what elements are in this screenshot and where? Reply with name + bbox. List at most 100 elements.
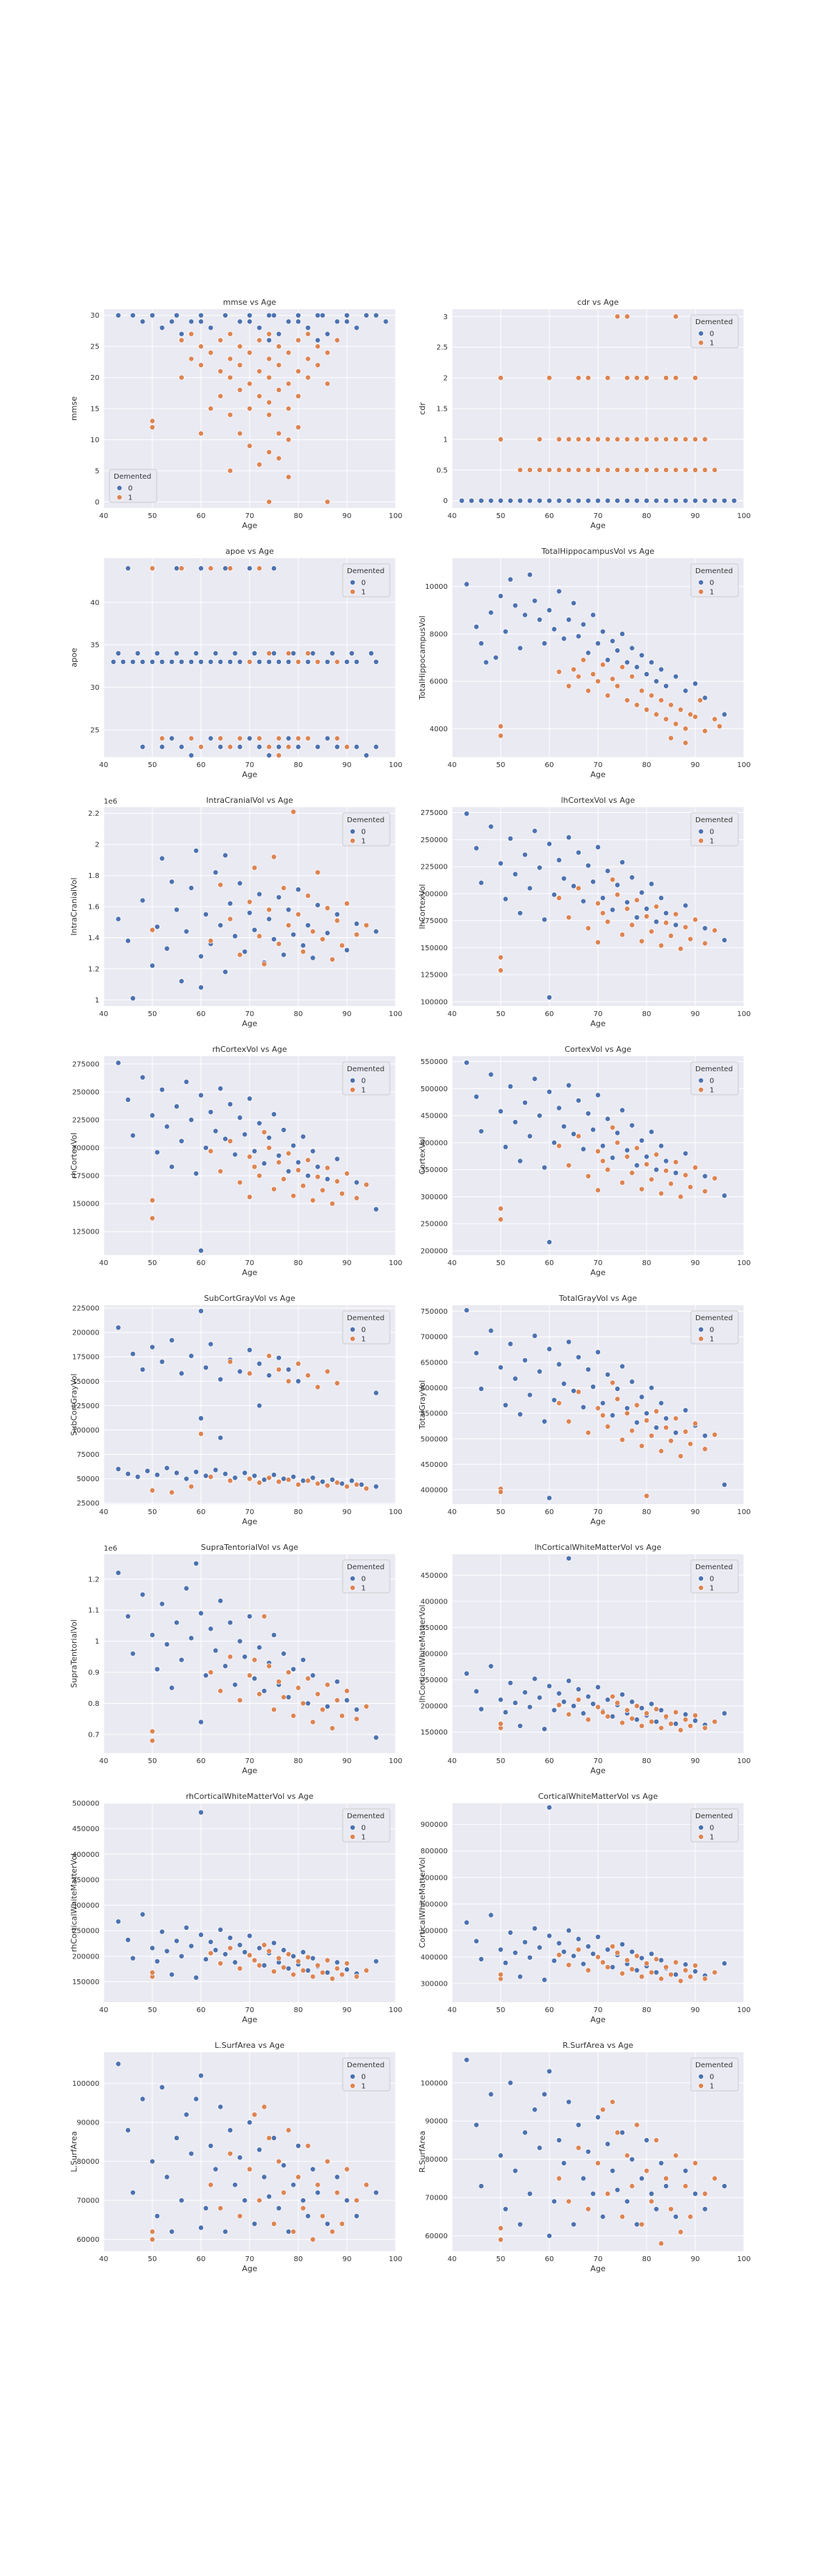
data-point [590,1384,597,1390]
data-point [522,1100,528,1106]
data-point [687,936,694,942]
data-point [129,1651,136,1657]
data-point [517,497,524,504]
data-point [575,633,582,640]
chart-title: R.SurfArea vs Age [563,2041,634,2050]
data-point [125,1937,131,1943]
data-point [604,1697,611,1703]
data-point [712,927,718,934]
data-point [217,1376,224,1382]
data-point [648,659,654,665]
data-point [566,2099,572,2105]
data-point [595,2114,601,2120]
y-tick-label: 200000 [421,1247,448,1255]
data-point [256,2197,263,2204]
data-point [207,1473,214,1480]
y-axis-label: cdr [418,402,427,415]
data-point [682,924,689,930]
data-point [178,1953,185,1959]
data-point [566,1082,572,1088]
legend-frame [109,469,157,503]
data-point [585,1694,592,1699]
data-point [566,1962,572,1968]
data-point [634,1703,640,1709]
data-point [159,658,165,665]
data-point [634,1419,640,1425]
data-point [271,1631,277,1638]
data-point [575,1686,582,1692]
data-point [644,497,649,504]
x-tick-label: 70 [245,1757,255,1765]
data-point [285,1951,292,1957]
data-point [512,1119,519,1126]
x-tick-label: 40 [99,1010,109,1018]
y-tick-label: 1.5 [436,406,448,414]
data-point [320,936,325,942]
data-point [575,1946,582,1953]
data-point [644,706,649,713]
data-point [305,892,311,899]
legend-label: 1 [361,589,366,597]
x-tick-label: 90 [691,1508,700,1516]
data-point [285,1168,292,1174]
data-point [721,937,727,943]
data-point [556,1690,562,1697]
data-point [536,497,543,504]
data-point [575,1097,582,1103]
x-tick-label: 100 [388,1259,402,1267]
data-point [217,1085,224,1092]
data-point [280,952,287,958]
data-point [526,572,533,578]
y-tick-label: 25000 [77,1500,99,1508]
data-point [178,658,185,665]
data-point [232,1475,238,1481]
data-point [334,337,340,343]
data-point [300,2197,306,2204]
data-point [207,325,214,331]
legend-frame [342,563,391,597]
x-tick-label: 40 [448,512,457,520]
data-point [575,1697,582,1703]
data-point [629,645,635,651]
data-point [663,910,670,917]
data-point [556,2137,562,2143]
data-point [653,711,659,718]
x-tick-label: 100 [388,761,402,769]
data-point [237,1942,243,1948]
data-point [139,318,146,325]
legend-frame [342,1061,391,1096]
x-tick-label: 90 [691,1259,700,1267]
data-point [207,2142,214,2149]
x-tick-label: 50 [148,1757,157,1765]
x-axis-label: Age [242,770,258,779]
data-point [595,1954,601,1960]
y-tick-label: 8000 [430,630,448,638]
data-point [193,847,200,854]
data-point [174,565,180,572]
data-point [668,1971,674,1978]
data-point [687,1440,694,1447]
data-point [159,735,165,741]
data-point [247,565,252,572]
data-point [198,430,204,436]
y-tick-label: 1 [95,997,99,1005]
data-point [682,1961,689,1968]
data-point [663,1713,670,1719]
x-tick-label: 80 [642,512,652,520]
y-tick-label: 750000 [421,1308,448,1316]
data-point [266,337,273,343]
data-point [624,467,630,473]
data-point [474,624,479,630]
data-point [275,1478,282,1485]
data-point [339,1480,345,1487]
data-point [536,2145,543,2151]
data-point [363,1485,370,1492]
data-point [571,1703,577,1709]
legend-label: 0 [128,485,132,493]
data-point [556,1143,562,1149]
data-point [541,1726,548,1732]
data-point [575,2122,582,2128]
data-point [266,658,273,665]
data-point [682,1967,689,1974]
data-point [344,2197,350,2204]
